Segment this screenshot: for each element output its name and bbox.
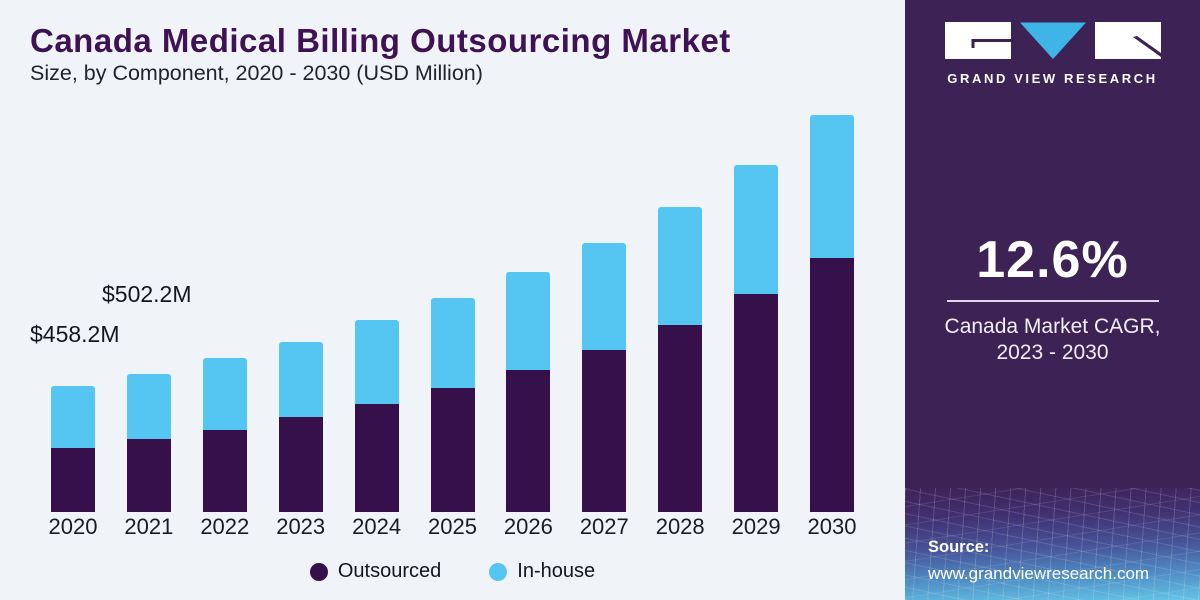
bar-segment-inhouse-2024 <box>354 319 399 405</box>
cagr-caption-line2: 2023 - 2030 <box>996 341 1109 365</box>
bar-segment-outsourced-2021 <box>126 439 171 512</box>
bar-segment-outsourced-2027 <box>582 350 627 512</box>
x-axis-label-2023: 2023 <box>276 514 326 539</box>
bar-segment-inhouse-2029 <box>734 164 779 295</box>
bar-segment-inhouse-2021 <box>126 373 171 440</box>
cagr-value: 12.6% <box>976 231 1129 289</box>
bar-segment-inhouse-2025 <box>430 297 475 389</box>
bar-2025 <box>430 297 475 512</box>
x-axis-label-2029: 2029 <box>731 514 781 539</box>
bar-2026 <box>506 272 551 512</box>
source-url-link[interactable]: www.grandviewresearch.com <box>928 564 1150 583</box>
gvr-logo: GRAND VIEW RESEARCH <box>905 22 1200 86</box>
chart-panel: Canada Medical Billing Outsourcing Marke… <box>0 22 905 583</box>
inhouse-swatch-icon <box>489 562 508 581</box>
bar-2027 <box>582 242 627 512</box>
source-block: Source: www.grandviewresearch.com <box>905 488 1200 600</box>
bar-segment-inhouse-2023 <box>278 341 323 418</box>
cagr-caption-line1: Canada Market CAGR, <box>944 315 1161 338</box>
page-subtitle: Size, by Component, 2020 - 2030 (USD Mil… <box>30 61 483 85</box>
bar-2022 <box>202 357 247 512</box>
stat-divider <box>946 300 1159 302</box>
bar-segment-inhouse-2026 <box>506 272 551 371</box>
bar-segment-outsourced-2030 <box>810 258 854 512</box>
bar-segment-inhouse-2028 <box>658 206 703 326</box>
value-annotation-2020: $458.2M <box>30 321 120 347</box>
x-axis-label-2026: 2026 <box>503 514 553 539</box>
bar-segment-outsourced-2025 <box>430 388 475 512</box>
bar-2023 <box>278 341 323 512</box>
bar-segment-inhouse-2027 <box>582 242 627 351</box>
bar-segment-outsourced-2020 <box>51 447 95 512</box>
x-axis-label-2030: 2030 <box>807 514 857 539</box>
bar-2020 <box>51 386 95 512</box>
bar-segment-outsourced-2022 <box>202 430 247 512</box>
bar-2028 <box>658 206 703 512</box>
cagr-stat: 12.6% Canada Market CAGR, 2023 - 2030 <box>905 230 1200 367</box>
legend-label-inhouse: In-house <box>517 560 596 582</box>
gvr-wordmark: GRAND VIEW RESEARCH <box>947 71 1158 86</box>
chart-legend: Outsourced In-house <box>0 560 905 583</box>
x-axis-label-2022: 2022 <box>200 514 250 539</box>
x-axis-label-2021: 2021 <box>124 514 174 539</box>
plot-area: 2020 2021 2022 2023 2024 2025 2026 2027 2028 2029… <box>48 114 857 539</box>
outsourced-swatch-icon <box>309 562 328 581</box>
bar-segment-outsourced-2026 <box>506 370 551 512</box>
bar-segment-outsourced-2023 <box>278 417 323 512</box>
legend-item-outsourced: Outsourced <box>309 560 442 583</box>
gvr-logo-icon <box>944 22 1161 59</box>
bar-segment-outsourced-2028 <box>658 325 703 512</box>
x-axis-label-2024: 2024 <box>352 514 402 539</box>
bar-2029 <box>734 164 779 512</box>
bar-2024 <box>354 319 399 512</box>
x-axis-label-2028: 2028 <box>655 514 705 539</box>
source-label: Source: <box>928 538 990 556</box>
legend-item-inhouse: In-house <box>489 560 595 583</box>
legend-label-outsourced: Outsourced <box>337 560 442 582</box>
bar-2030 <box>810 114 854 512</box>
x-axis-label-2027: 2027 <box>579 514 629 539</box>
bar-segment-inhouse-2022 <box>202 357 247 431</box>
value-annotation-2021: $502.2M <box>102 281 192 307</box>
bar-2021 <box>126 373 171 512</box>
x-axis-label-2020: 2020 <box>48 514 98 539</box>
bar-segment-inhouse-2020 <box>51 386 95 448</box>
page-title: Canada Medical Billing Outsourcing Marke… <box>30 22 731 59</box>
bar-segment-inhouse-2030 <box>810 114 854 259</box>
bar-segment-outsourced-2029 <box>734 294 779 512</box>
x-axis-label-2025: 2025 <box>428 514 477 539</box>
bar-segment-outsourced-2024 <box>354 404 399 512</box>
brand-sidebar: GRAND VIEW RESEARCH 12.6% Canada Market … <box>905 0 1200 600</box>
